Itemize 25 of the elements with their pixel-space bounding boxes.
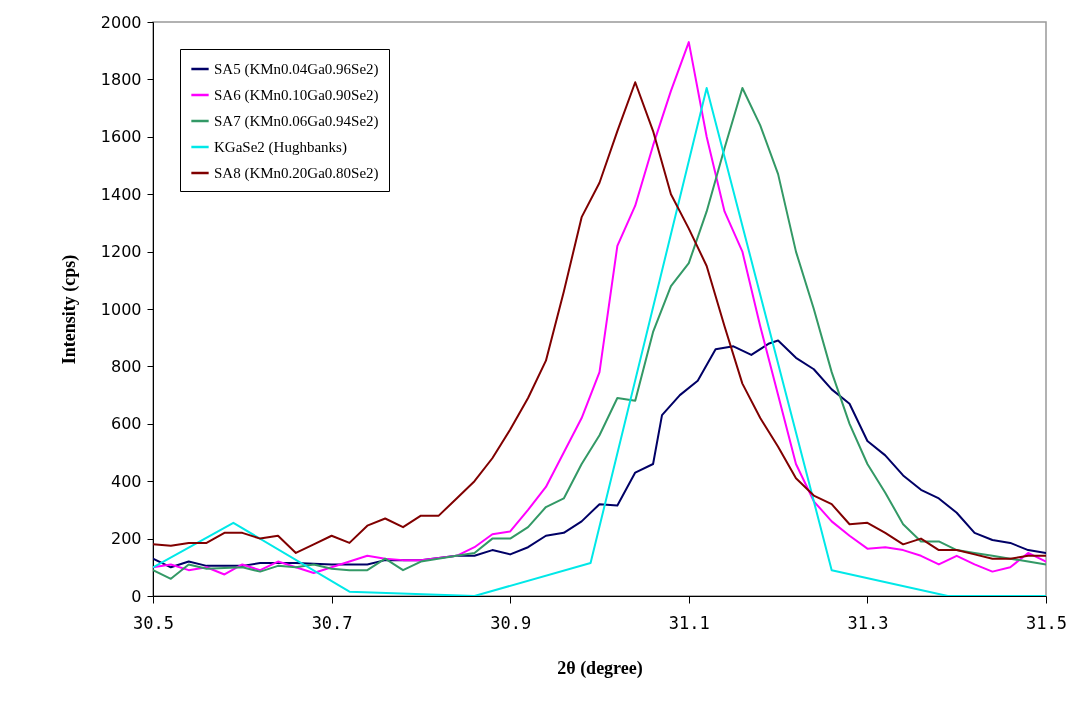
y-tick-label: 1600 [100,127,142,147]
x-tick-label: 30.7 [311,612,353,633]
legend-label: SA5 (KMn0.04Ga0.96Se2) [214,61,379,78]
y-tick-label: 1800 [100,69,142,89]
legend-label: SA6 (KMn0.10Ga0.90Se2) [214,87,379,104]
legend-label: SA7 (KMn0.06Ga0.94Se2) [214,113,379,130]
x-tick-label: 31.3 [847,612,889,633]
x-axis-title: 2θ (degree) [557,657,643,679]
line-series [153,339,1046,569]
legend-label: SA8 (KMn0.20Ga0.80Se2) [214,165,379,182]
y-tick-label: 1200 [100,242,142,262]
x-tick-label: 30.9 [490,612,532,633]
y-axis-title: Intensity (cps) [58,254,80,365]
y-tick-label: 0 [131,586,142,606]
x-tick-label: 31.1 [668,612,710,633]
y-tick-label: 1400 [100,184,142,204]
y-tick-label: 2000 [100,12,142,32]
legend-label: KGaSe2 (Hughbanks) [214,139,347,156]
x-tick-label: 30.5 [133,612,174,633]
y-tick-label: 1000 [100,299,142,319]
x-tick-label: 31.5 [1026,612,1067,633]
y-tick-label: 200 [110,529,142,549]
y-tick-label: 600 [110,414,142,434]
y-tick-label: 800 [110,356,142,376]
y-tick-label: 400 [110,471,142,491]
